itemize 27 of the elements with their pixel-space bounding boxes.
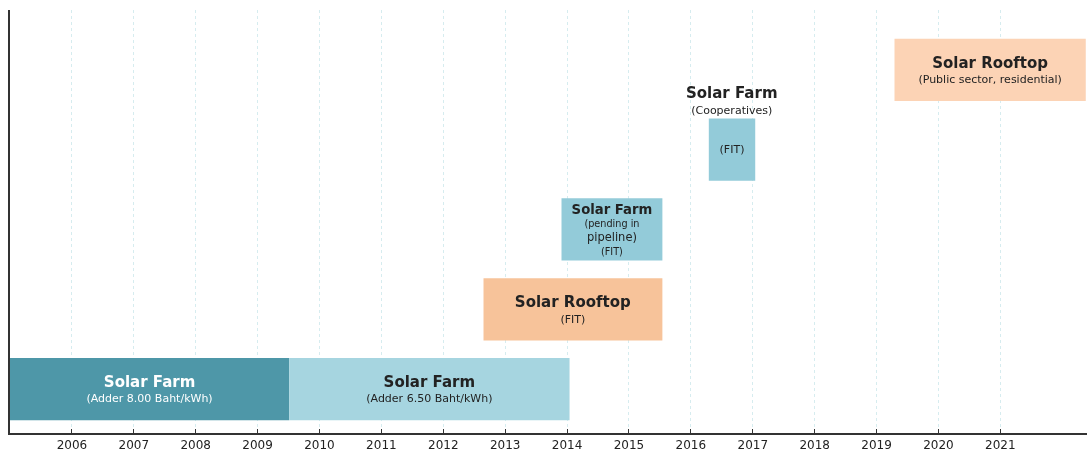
- data-label: Solar Rooftop (Public sector, residential): [918, 53, 1062, 87]
- x-tick-label: 2021: [985, 438, 1016, 453]
- x-tick-label: 2016: [675, 438, 707, 453]
- x-tick-label: 2018: [799, 438, 830, 453]
- x-tick-label: 2008: [180, 438, 211, 453]
- x-tick-label: 2020: [923, 438, 954, 453]
- x-tick-label: 2019: [861, 438, 892, 453]
- annotation: Solar Farm (Cooperatives): [686, 84, 778, 117]
- bar: [483, 278, 663, 341]
- x-tick-label: 2007: [118, 438, 150, 453]
- data-label: Solar Farm (Adder 8.00 Baht/kWh): [86, 372, 213, 406]
- x-tick-label: 2015: [613, 438, 645, 453]
- bar: [10, 357, 290, 421]
- x-tick-label: 2012: [428, 438, 459, 453]
- x-tick-label: 2011: [366, 438, 397, 453]
- bar: [289, 357, 570, 421]
- x-tick-label: 2014: [551, 438, 583, 453]
- data-label: Solar Rooftop (FIT): [514, 293, 632, 326]
- x-tick-label: 2013: [489, 438, 521, 453]
- x-tick-label: 2009: [242, 438, 273, 453]
- x-tick-label: 2017: [737, 438, 769, 453]
- data-label: Solar Farm (pending in pipeline) (FIT): [571, 201, 653, 257]
- data-label: (FIT): [719, 143, 745, 157]
- x-tick-label: 2010: [304, 438, 335, 453]
- x-tick-label: 2006: [56, 438, 88, 453]
- data-label: Solar Farm (Adder 6.50 Baht/kWh): [366, 372, 493, 406]
- bar: [708, 118, 756, 181]
